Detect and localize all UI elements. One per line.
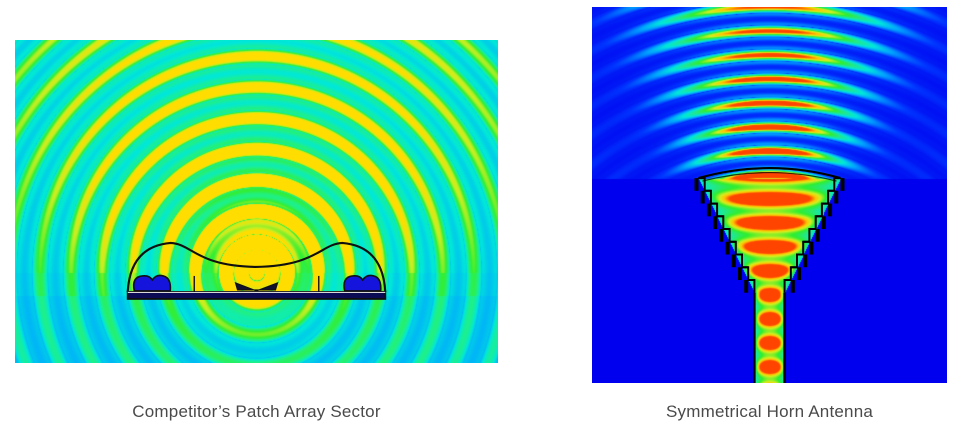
- horn-wall-right: [783, 177, 841, 293]
- corrugation-tooth: [840, 178, 845, 191]
- corrugation-tooth: [694, 178, 699, 191]
- corrugation-tooth: [828, 203, 833, 217]
- corrugation-tooth: [744, 280, 749, 293]
- corrugation-tooth: [738, 267, 742, 280]
- corrugation-tooth: [815, 229, 820, 242]
- radome-outline: [126, 241, 387, 293]
- corrugation-tooth: [719, 229, 724, 242]
- corrugation-tooth: [834, 190, 839, 204]
- corrugation-tooth: [821, 216, 826, 229]
- corrugation-tooth: [790, 280, 795, 293]
- simulation-figure-left: [15, 40, 498, 363]
- corrugation-tooth: [713, 216, 718, 229]
- patch-array-structure: [126, 241, 387, 300]
- horn-structure: [694, 167, 845, 383]
- corrugation-tooth: [731, 254, 736, 268]
- horn-antenna-field-plot: [592, 7, 947, 383]
- corrugation-tooth: [809, 241, 814, 255]
- aperture-arc: [698, 167, 841, 180]
- caption-left: Competitor’s Patch Array Sector: [132, 402, 381, 421]
- patch-cavity: [343, 274, 382, 292]
- simulation-figure-right: [592, 7, 947, 383]
- center-feed-element: [234, 282, 279, 292]
- caption-right: Symmetrical Horn Antenna: [666, 402, 873, 421]
- patch-cavity: [132, 274, 172, 292]
- aperture-arc-inner: [702, 171, 837, 182]
- horn-wall-left: [698, 177, 756, 293]
- corrugation-tooth: [700, 190, 705, 204]
- corrugation-tooth: [725, 241, 730, 255]
- corrugation-tooth: [797, 267, 801, 280]
- corrugation-tooth: [706, 203, 711, 217]
- patch-array-field-plot: [15, 40, 498, 363]
- corrugation-tooth: [803, 254, 808, 268]
